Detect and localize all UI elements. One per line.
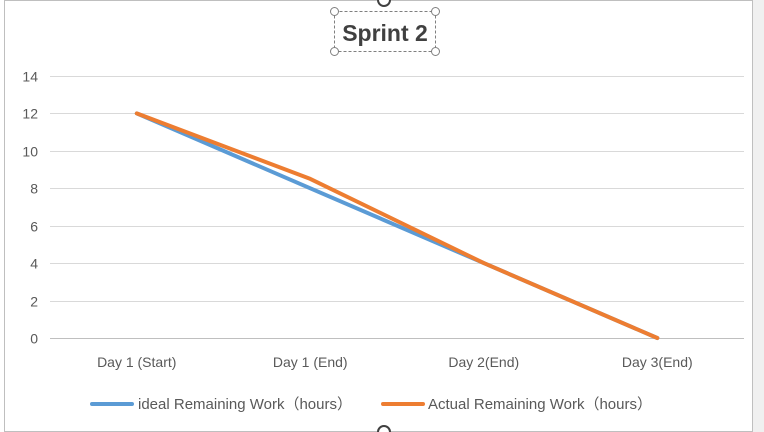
title-resize-handle[interactable] [431,7,440,16]
x-axis-tick-labels: Day 1 (Start) Day 1 (End) Day 2(End) Day 3(… [97,354,693,370]
y-tick-label: 6 [30,219,38,235]
x-tick-label: Day 3(End) [622,354,693,370]
title-resize-handle[interactable] [431,47,440,56]
y-tick-label: 0 [30,331,38,347]
legend[interactable]: ideal Remaining Work（hours） Actual Remain… [90,396,652,413]
series-line-1 [134,111,660,340]
legend-label-1: Actual Remaining Work（hours） [428,396,652,413]
x-tick-label: Day 2(End) [448,354,519,370]
x-tick-label: Day 1 (End) [273,354,348,370]
title-resize-handle[interactable] [330,7,339,16]
title-resize-handle[interactable] [330,47,339,56]
y-tick-label: 10 [22,144,38,160]
y-tick-label: 14 [22,69,38,85]
y-axis-tick-labels: 0 2 4 6 8 10 12 14 [22,69,38,347]
legend-label-0: ideal Remaining Work（hours） [138,396,352,413]
chart-title-group[interactable]: Sprint 2 [330,7,440,56]
chart-resize-handle-top[interactable] [377,0,391,7]
x-tick-label: Day 1 (Start) [97,354,176,370]
chart-resize-handle-bottom[interactable] [377,425,391,432]
y-tick-label: 4 [30,256,38,272]
chart-area-margin [753,0,764,432]
chart-title: Sprint 2 [342,20,428,46]
title-selection-box [334,11,436,52]
y-tick-label: 12 [22,106,38,122]
y-tick-label: 8 [30,181,38,197]
y-tick-label: 2 [30,294,38,310]
series-lines [134,111,660,340]
